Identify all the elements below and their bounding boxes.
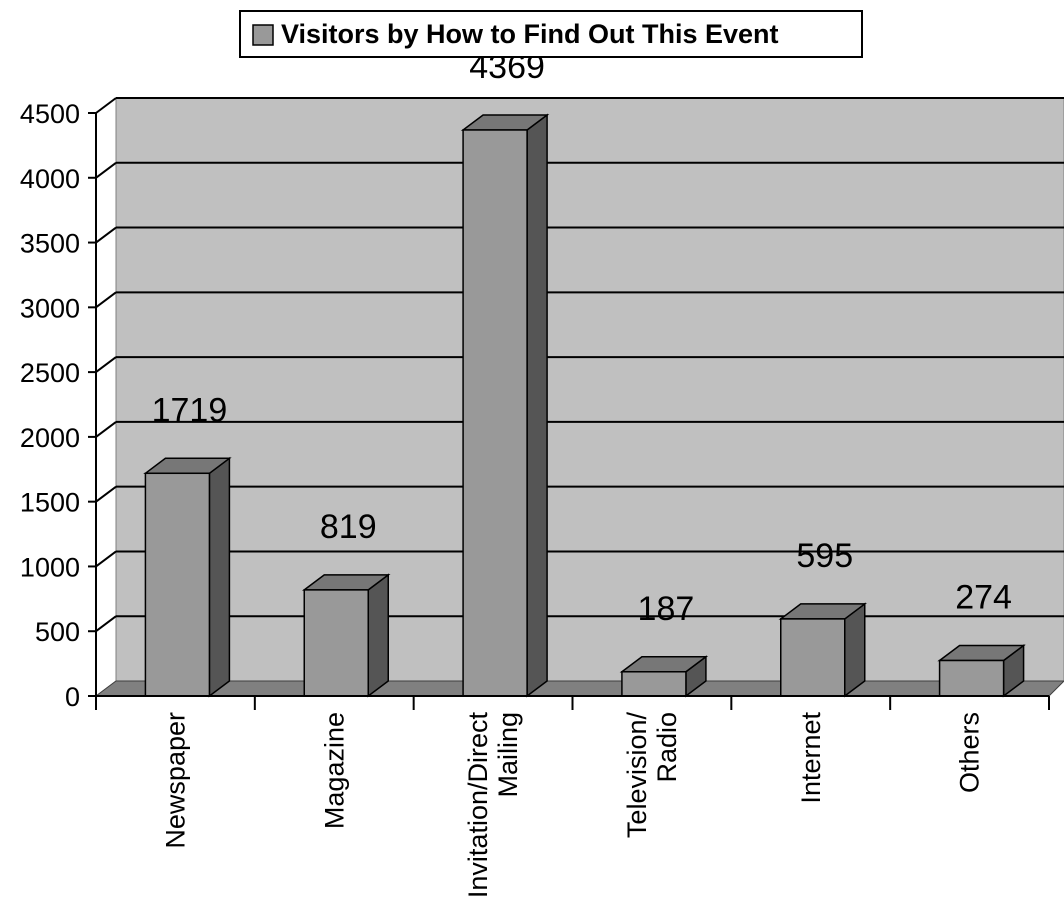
bar-front xyxy=(938,659,1005,697)
y-tick-label: 3500 xyxy=(20,229,80,259)
gridline-depth xyxy=(95,615,117,633)
y-axis-tick-labels: 0 500 1000 1500 2000 2500 3000 3500 4000 4500 xyxy=(20,99,80,712)
bar-front xyxy=(144,472,211,697)
x-axis-tick-labels: Newspaper Magazine Invitation/Direct Mailin… xyxy=(160,712,984,899)
chart-left-wall xyxy=(95,97,117,697)
y-tick-label: 1500 xyxy=(20,488,80,518)
gridline-depth xyxy=(95,485,117,503)
gridline-depth xyxy=(95,97,117,114)
x-tick-label: Others xyxy=(955,712,985,793)
y-tick-label: 2500 xyxy=(20,358,80,388)
bar-side xyxy=(844,602,866,698)
data-label: 595 xyxy=(796,537,853,575)
bar-front xyxy=(303,589,369,697)
x-axis-ticks xyxy=(95,696,1050,710)
chart-back-wall xyxy=(115,97,1064,682)
x-tick-label: Radio xyxy=(652,712,682,783)
legend-label: Visitors by How to Find Out This Event xyxy=(281,19,779,49)
bar-front xyxy=(621,671,687,697)
bar xyxy=(937,644,1026,698)
bar xyxy=(460,113,550,698)
bar-side xyxy=(208,456,231,698)
bar xyxy=(143,456,232,698)
y-tick-label: 4000 xyxy=(20,164,80,194)
x-tick-label: Internet xyxy=(796,712,826,804)
legend-box xyxy=(239,10,863,58)
x-tick-label: Magazine xyxy=(319,712,349,829)
gridline-depth xyxy=(95,161,117,179)
data-label: 819 xyxy=(320,508,377,546)
legend-swatch xyxy=(252,24,274,46)
data-label: 274 xyxy=(955,579,1012,617)
gridline-depth xyxy=(95,291,117,309)
gridlines xyxy=(95,97,1064,633)
y-tick-label: 1000 xyxy=(20,552,80,582)
bar xyxy=(619,655,709,698)
data-label: 187 xyxy=(638,590,695,628)
y-tick-label: 4500 xyxy=(20,99,80,129)
y-tick-label: 0 xyxy=(65,682,80,712)
bars xyxy=(143,113,1026,698)
x-tick-label: Newspaper xyxy=(160,712,190,849)
y-tick-label: 2000 xyxy=(20,423,80,453)
bar-side xyxy=(526,113,548,698)
gridline-depth xyxy=(95,356,117,373)
y-tick-label: 500 xyxy=(35,617,80,647)
gridline-depth xyxy=(95,421,117,438)
chart-floor xyxy=(94,680,1064,697)
x-tick-label: Invitation/Direct xyxy=(463,712,493,899)
bar-front xyxy=(780,618,846,697)
gridline-depth xyxy=(95,226,117,244)
legend: Visitors by How to Find Out This Event xyxy=(239,10,863,58)
x-tick-label: Television/ xyxy=(622,712,652,839)
y-axis-ticks xyxy=(88,112,96,697)
bar xyxy=(302,573,391,698)
bar xyxy=(778,602,867,698)
y-tick-label: 3000 xyxy=(20,293,80,323)
data-label: 1719 xyxy=(152,391,228,429)
bar-side xyxy=(367,573,389,698)
gridline-depth xyxy=(95,550,117,568)
x-tick-label: Mailing xyxy=(493,712,523,798)
bar-front xyxy=(462,129,528,697)
